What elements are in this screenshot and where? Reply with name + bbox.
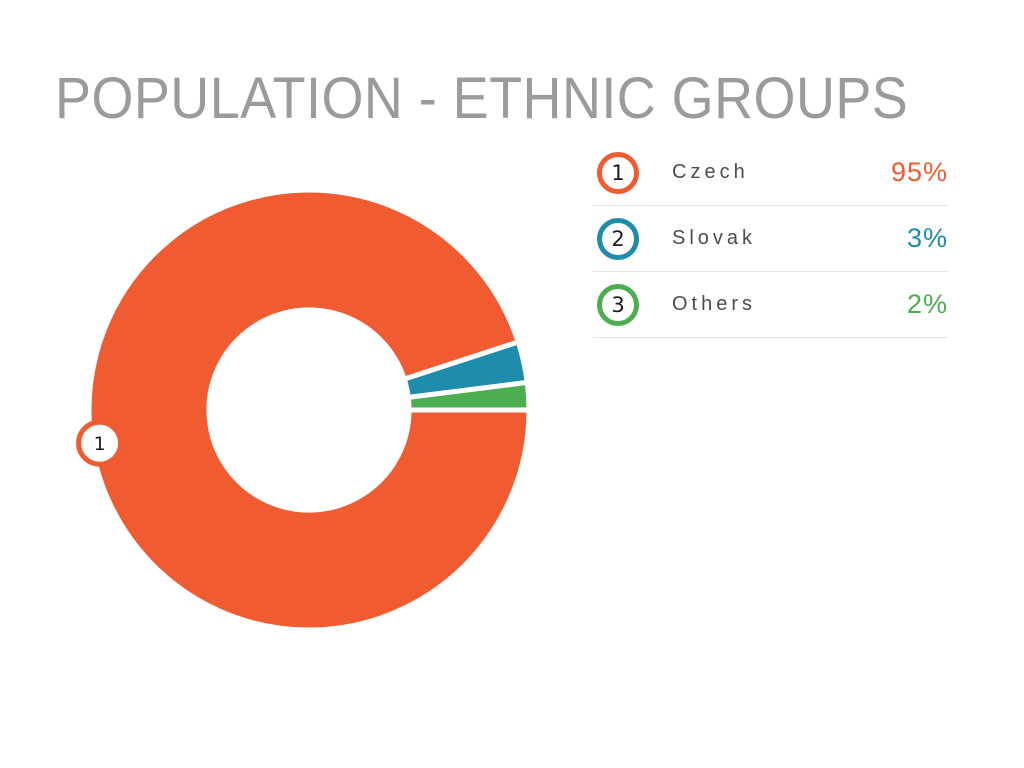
donut-chart: 1: [76, 187, 532, 633]
page-title: POPULATION - ETHNIC GROUPS: [55, 65, 909, 131]
legend-label: Slovak: [672, 227, 757, 249]
legend-row: 1 Czech 95%: [593, 140, 948, 206]
legend: 1 Czech 95% 2 Slovak 3% 3 Others 2%: [593, 140, 948, 338]
legend-value: 3%: [906, 223, 948, 253]
legend-label: Others: [672, 293, 757, 315]
legend-index-badge: 3: [597, 283, 639, 326]
legend-label: Czech: [672, 161, 749, 183]
legend-index-badge: 1: [597, 151, 639, 194]
slice-marker-label: 1: [94, 433, 106, 455]
donut-slice-others: [405, 379, 532, 413]
legend-row: 3 Others 2%: [593, 272, 948, 338]
donut-slice-czech: [86, 187, 532, 633]
legend-value: 2%: [906, 289, 948, 319]
legend-value: 95%: [890, 157, 948, 187]
legend-index-badge: 2: [597, 217, 639, 260]
legend-row: 2 Slovak 3%: [593, 206, 948, 272]
slice-marker-badge: [76, 419, 124, 467]
